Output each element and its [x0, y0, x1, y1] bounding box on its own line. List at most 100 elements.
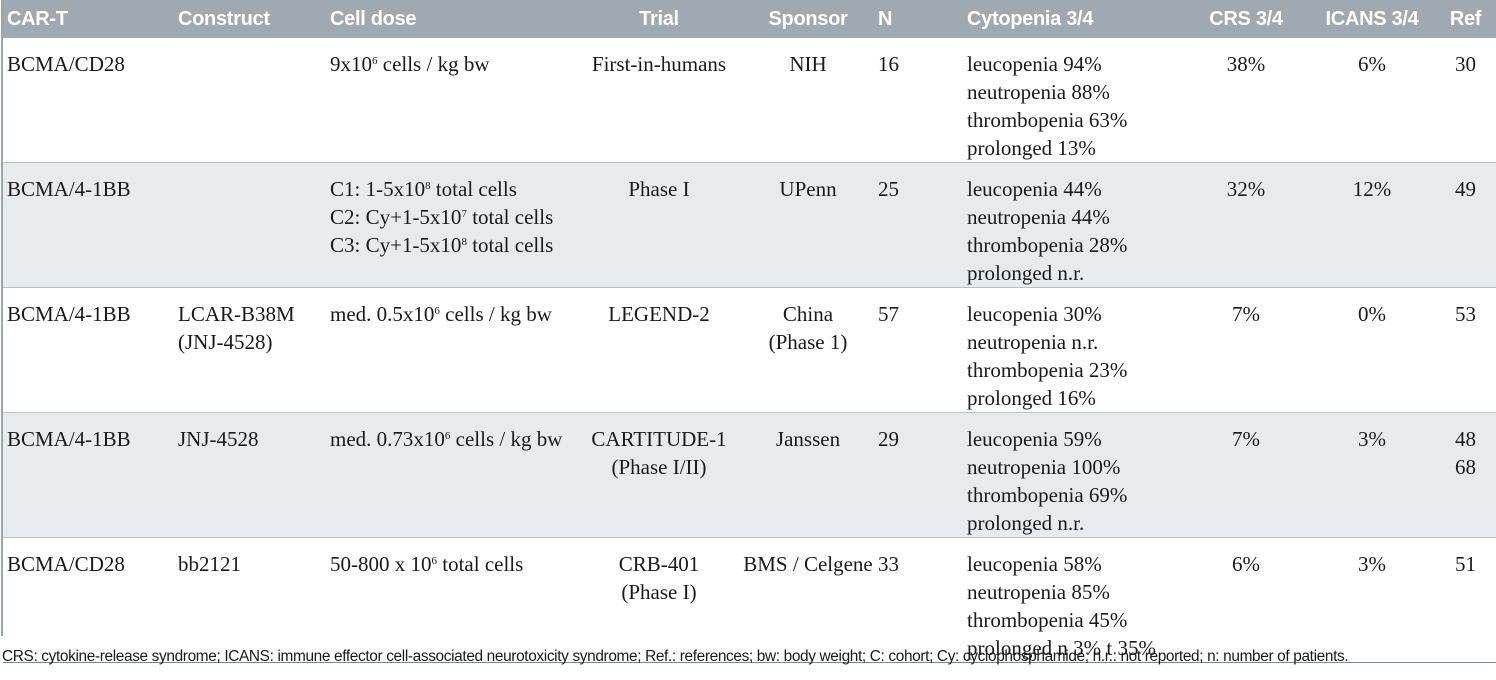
cell-dose-text: med. 0.5x10 — [330, 302, 435, 326]
cell-dose-text: C3: Cy+1-5x10 — [330, 233, 462, 257]
car-t-value: BCMA/4-1BB — [7, 302, 131, 326]
n-value: 29 — [878, 427, 899, 451]
trial-line: CRB-401 — [618, 552, 700, 576]
ref-line: 53 — [1455, 302, 1476, 326]
crs-value: 38% — [1226, 52, 1266, 76]
cell-dose-line: med. 0.5x106 cells / kg bw — [330, 300, 576, 328]
construct-line: bb2121 — [178, 552, 241, 576]
cytopenia-line: leucopenia 44% — [967, 177, 1102, 201]
n-cell: 16 — [874, 38, 963, 163]
cytopenia-line: leucopenia 94% — [967, 52, 1102, 76]
sponsor-cell: BMS / Celgene — [742, 538, 874, 663]
cytopenia-line: neutropenia 100% — [967, 455, 1121, 479]
cytopenia-line: neutropenia 44% — [967, 205, 1110, 229]
cytopenia-line: leucopenia 59% — [967, 427, 1102, 451]
icans-value: 3% — [1358, 552, 1386, 576]
car-t-cell: BCMA/4-1BB — [3, 413, 174, 538]
cytopenia-cell: leucopenia 58% neutropenia 85% thrombopeni… — [963, 538, 1183, 663]
trial-line: CARTITUDE-1 — [591, 427, 727, 451]
ref-line: 49 — [1455, 177, 1476, 201]
sponsor-line: Janssen — [775, 427, 841, 451]
cytopenia-line: leucopenia 30% — [967, 302, 1102, 326]
cell-dose-line: C3: Cy+1-5x108 total cells — [330, 231, 576, 259]
col-header-cell-dose: Cell dose — [330, 7, 417, 30]
trial-cell: CARTITUDE-1 (Phase I/II) — [576, 413, 742, 538]
col-header-n: N — [878, 7, 893, 30]
cell-dose-cell: 50-800 x 106 total cells — [326, 538, 576, 663]
sponsor-cell: China (Phase 1) — [742, 288, 874, 413]
cell-dose-cell: C1: 1-5x108 total cells C2: Cy+1-5x107 to… — [326, 163, 576, 288]
crs-cell: 32% — [1183, 163, 1309, 288]
table-row: BCMA/4-1BB LCAR-B38M (JNJ-4528) med. 0.5x10… — [3, 287, 1496, 413]
crs-value: 32% — [1226, 177, 1266, 201]
col-header-ref: Ref — [1449, 7, 1482, 30]
cell-dose-exponent: 8 — [461, 236, 467, 248]
n-value: 57 — [878, 302, 899, 326]
cell-dose-line: med. 0.73x106 cells / kg bw — [330, 425, 576, 453]
ref-line: 68 — [1455, 455, 1476, 479]
cytopenia-cell: leucopenia 30% neutropenia n.r. thrombopen… — [963, 288, 1183, 413]
cell-dose-text: total cells — [466, 233, 554, 257]
ref-line: 48 — [1455, 427, 1476, 451]
trial-cell: Phase I — [576, 163, 742, 288]
table-row: BCMA/CD28 bb2121 50-800 x 106 total cells C… — [3, 537, 1496, 663]
construct-cell — [174, 38, 326, 163]
col-header-crs: CRS 3/4 — [1209, 7, 1283, 30]
cell-dose-cell: 9x106 cells / kg bw — [326, 38, 576, 163]
trial-line: Phase I — [628, 177, 690, 201]
col-header-construct: Construct — [178, 7, 270, 30]
cytopenia-line: prolonged n.r. — [967, 511, 1085, 535]
cell-dose-exponent: 6 — [434, 305, 440, 317]
car-t-value: BCMA/4-1BB — [7, 177, 131, 201]
construct-line: (JNJ-4528) — [178, 330, 273, 354]
icans-value: 0% — [1358, 302, 1386, 326]
cytopenia-cell: leucopenia 44% neutropenia 44% thrombopeni… — [963, 163, 1183, 288]
crs-value: 6% — [1232, 552, 1260, 576]
cytopenia-line: prolonged 13% — [967, 136, 1096, 160]
icans-value: 12% — [1352, 177, 1392, 201]
crs-cell: 38% — [1183, 38, 1309, 163]
car-t-value: BCMA/4-1BB — [7, 427, 131, 451]
trial-cell: First-in-humans — [576, 38, 742, 163]
n-value: 25 — [878, 177, 899, 201]
cell-dose-exponent: 6 — [444, 430, 451, 442]
cytopenia-line: neutropenia 85% — [967, 580, 1110, 604]
trial-line: (Phase I/II) — [611, 455, 707, 479]
cytopenia-line: neutropenia 88% — [967, 80, 1110, 104]
cytopenia-cell: leucopenia 59% neutropenia 100% thrombopen… — [963, 413, 1183, 538]
sponsor-line: China — [782, 302, 834, 326]
cell-dose-exponent: 8 — [425, 180, 431, 192]
construct-cell: JNJ-4528 — [174, 413, 326, 538]
header-row: CAR-T Construct Cell dose Trial Sponsor … — [3, 0, 1496, 38]
n-cell: 29 — [874, 413, 963, 538]
trial-line: LEGEND-2 — [608, 302, 710, 326]
construct-line: LCAR-B38M — [178, 302, 295, 326]
ref-line: 30 — [1455, 52, 1476, 76]
col-header-car-t: CAR-T — [7, 7, 68, 30]
construct-cell — [174, 163, 326, 288]
cell-dose-text: total cells — [466, 205, 554, 229]
table-footnote: CRS: cytokine-release syndrome; ICANS: i… — [2, 648, 1349, 665]
cell-dose-text: 50-800 x 10 — [330, 552, 432, 576]
cell-dose-exponent: 6 — [431, 555, 438, 567]
cytopenia-cell: leucopenia 94% neutropenia 88% thrombopeni… — [963, 38, 1183, 163]
icans-cell: 12% — [1309, 163, 1435, 288]
icans-cell: 6% — [1309, 38, 1435, 163]
col-header-cytopenia: Cytopenia 3/4 — [967, 7, 1094, 30]
sponsor-line: BMS / Celgene — [743, 552, 873, 576]
car-t-value: BCMA/CD28 — [7, 52, 125, 76]
cell-dose-cell: med. 0.5x106 cells / kg bw — [326, 288, 576, 413]
table-row: BCMA/4-1BB C1: 1-5x108 total cells C2: Cy+… — [3, 162, 1496, 288]
cell-dose-text: total cells — [437, 552, 524, 576]
construct-cell: bb2121 — [174, 538, 326, 663]
crs-cell: 6% — [1183, 538, 1309, 663]
ref-cell: 30 — [1435, 38, 1496, 163]
table-row: BCMA/4-1BB JNJ-4528 med. 0.73x106 cells / … — [3, 412, 1496, 538]
ref-cell: 49 — [1435, 163, 1496, 288]
ref-cell: 48 68 — [1435, 413, 1496, 538]
table-body: BCMA/CD28 9x106 cells / kg bw First-in-hum… — [3, 38, 1496, 663]
n-value: 16 — [878, 52, 899, 76]
trial-cell: LEGEND-2 — [576, 288, 742, 413]
crs-cell: 7% — [1183, 413, 1309, 538]
